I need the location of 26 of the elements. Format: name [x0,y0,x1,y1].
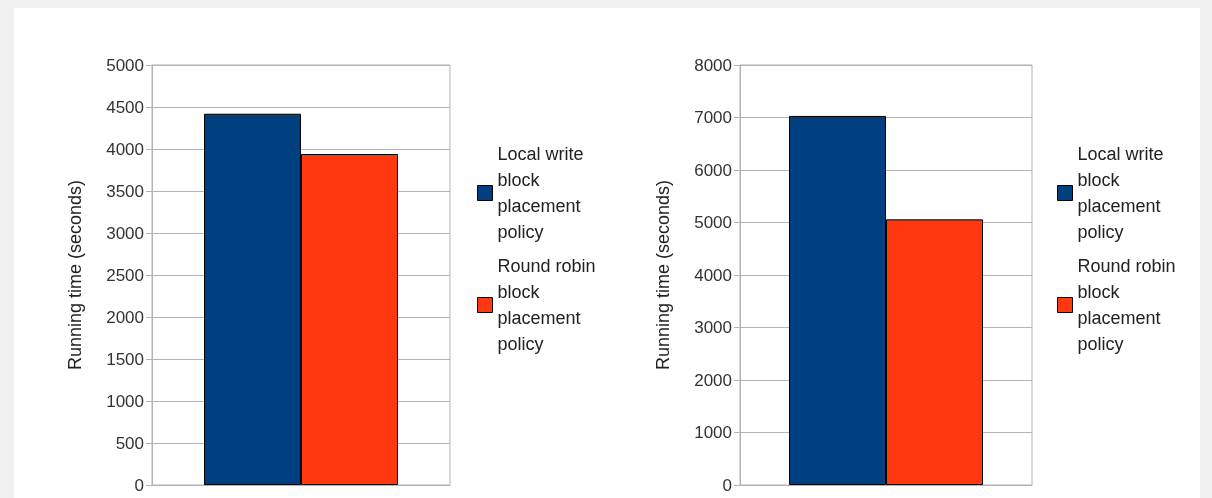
y-tick-label: 5000 [106,55,144,75]
legend-label: Round robin block placement policy [1077,256,1181,354]
y-axis-title: Running time (seconds) [653,179,673,371]
y-tick-label: 3000 [694,318,732,337]
y-tick-label: 1500 [106,349,144,369]
legend-label: Round robin block placement policy [497,256,601,354]
y-tick-label: 5000 [694,213,732,232]
y-tick-label: 8000 [694,55,732,75]
legend-label: Local write block placement policy [497,144,589,242]
y-tick-label: 4500 [106,97,144,117]
legend-label: Local write block placement policy [1077,144,1169,242]
y-tick-label: 0 [722,475,732,495]
y-tick-label: 1000 [694,423,732,442]
y-tick-label: 2000 [106,307,144,327]
y-tick-label: 4000 [694,265,732,285]
y-tick-label: 3500 [106,181,144,201]
y-tick-label: 2500 [106,265,144,285]
y-axis-title: Running time (seconds) [65,179,85,371]
y-tick-label: 3000 [106,223,144,243]
y-tick-label: 0 [134,475,144,495]
y-tick-label: 7000 [694,108,732,127]
y-tick-label: 1000 [106,391,144,411]
y-tick-label: 6000 [694,160,732,180]
y-tick-label: 500 [115,433,144,453]
y-tick-label: 4000 [106,139,144,159]
y-tick-label: 2000 [694,370,732,390]
